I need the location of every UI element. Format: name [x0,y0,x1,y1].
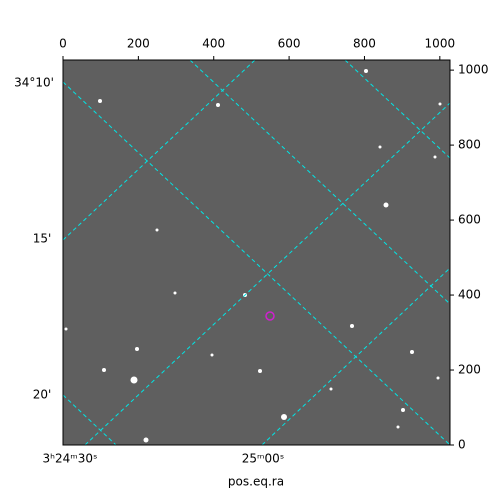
ra-label: 25ᵐ00ˢ [242,452,285,466]
ra-label: 3ʰ24ᵐ30ˢ [43,452,98,466]
y-tick-label: 1000 [458,63,489,77]
y-tick-label: 600 [458,213,481,227]
dec-label: 20' [33,388,52,402]
dec-label: 15' [33,232,52,246]
y-tick-label: 0 [458,438,466,452]
x-tick-label: 1000 [425,37,456,51]
y-tick-label: 400 [458,288,481,302]
x-axis-label: pos.eq.ra [228,475,284,489]
y-tick-label: 200 [458,363,481,377]
wcs-grid [63,60,450,445]
x-tick-label: 600 [278,37,301,51]
sky-image [63,60,450,445]
frame [62,59,451,446]
y-tick-label: 800 [458,138,481,152]
x-tick-label: 400 [202,37,225,51]
x-tick-label: 800 [353,37,376,51]
x-tick-label: 200 [127,37,150,51]
target-marker [265,311,275,321]
dec-label: 34°10' [14,76,54,90]
x-tick-label: 0 [59,37,67,51]
